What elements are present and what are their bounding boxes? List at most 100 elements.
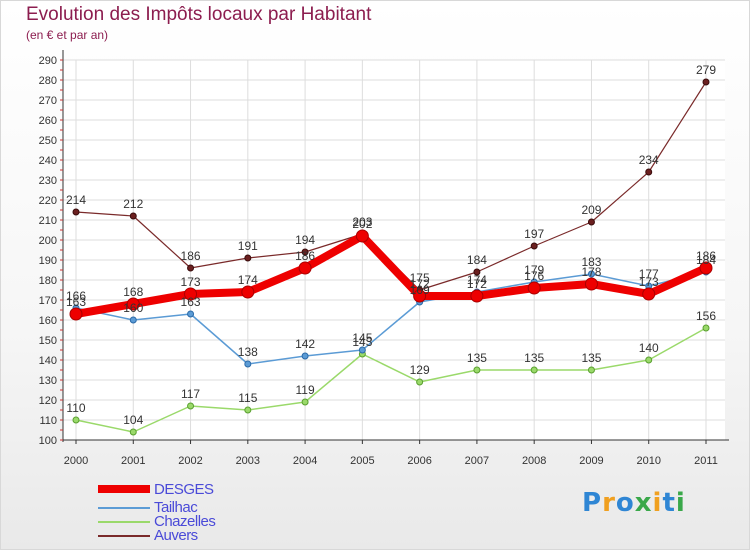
data-label-tailhac: 177	[639, 267, 659, 281]
data-label-desges: 174	[238, 273, 258, 287]
data-point-chazelles	[187, 402, 195, 410]
data-point-auvers	[72, 208, 80, 216]
data-label-desges: 202	[352, 217, 372, 231]
data-point-chazelles	[530, 366, 538, 374]
data-label-auvers: 279	[696, 63, 716, 77]
data-label-auvers: 197	[524, 227, 544, 241]
legend-label-desges: DESGES	[154, 481, 214, 498]
x-tick-label: 2007	[465, 455, 489, 467]
legend-label-auvers: Auvers	[154, 527, 198, 544]
data-label-chazelles: 119	[296, 383, 315, 397]
data-label-auvers: 194	[295, 233, 315, 247]
y-tick-label: 190	[39, 255, 57, 267]
data-label-tailhac: 184	[696, 253, 716, 267]
plot-area	[63, 60, 725, 440]
x-tick-label: 2011	[694, 455, 718, 467]
logo-letter: P	[582, 488, 603, 518]
legend-label-chazelles: Chazelles	[154, 513, 216, 530]
data-label-tailhac: 138	[238, 345, 258, 359]
data-label-chazelles: 135	[581, 351, 601, 365]
data-label-chazelles: 135	[524, 351, 544, 365]
data-label-chazelles: 156	[696, 309, 716, 323]
y-tick-label: 260	[39, 115, 57, 127]
data-point-desges	[298, 261, 312, 275]
data-label-chazelles: 104	[123, 413, 143, 427]
y-tick-label: 220	[39, 195, 57, 207]
data-label-tailhac: 160	[123, 301, 143, 315]
y-tick-label: 120	[39, 395, 57, 407]
x-tick-label: 2009	[579, 455, 603, 467]
data-point-chazelles	[72, 416, 80, 424]
data-label-desges: 163	[66, 295, 86, 309]
y-tick-label: 130	[39, 375, 57, 387]
data-point-auvers	[587, 218, 595, 226]
y-tick-label: 240	[39, 155, 57, 167]
chart-subtitle: (en € et par an)	[26, 28, 109, 42]
data-label-auvers: 212	[123, 197, 143, 211]
y-tick-label: 200	[39, 235, 57, 247]
data-point-tailhac	[358, 346, 366, 354]
y-tick-label: 150	[39, 335, 57, 347]
legend-label-tailhac: Tailhac	[154, 499, 198, 516]
data-point-chazelles	[702, 324, 710, 332]
data-label-tailhac: 179	[524, 263, 544, 277]
data-label-auvers: 186	[181, 249, 201, 263]
data-point-desges	[699, 261, 713, 275]
data-point-desges	[527, 281, 541, 295]
chart-title: Evolution des Impôts locaux par Habitant	[26, 4, 372, 25]
legend-swatch-desges	[98, 485, 150, 493]
data-label-chazelles: 140	[639, 341, 659, 355]
data-label-tailhac: 145	[352, 331, 372, 345]
y-tick-label: 210	[39, 215, 57, 227]
y-tick-label: 170	[39, 295, 57, 307]
data-label-desges: 176	[524, 269, 544, 283]
data-label-desges: 168	[123, 285, 143, 299]
proxiti-logo: Proxiti	[582, 488, 686, 518]
y-tick-label: 100	[39, 435, 57, 447]
data-label-tailhac: 163	[181, 295, 201, 309]
data-point-tailhac	[187, 310, 195, 318]
series-line-tailhac	[75, 271, 707, 365]
logo-letter: t	[662, 488, 676, 518]
data-point-chazelles	[129, 428, 137, 436]
data-point-chazelles	[645, 356, 653, 364]
series-line-chazelles	[75, 327, 707, 433]
data-point-desges	[69, 307, 83, 321]
y-tick-label: 290	[39, 55, 57, 67]
data-point-desges	[241, 285, 255, 299]
data-label-tailhac: 166	[66, 289, 86, 303]
data-point-desges	[184, 287, 198, 301]
x-tick-label: 2010	[636, 455, 660, 467]
data-label-tailhac: 169	[410, 283, 430, 297]
x-tick-label: 2006	[407, 455, 431, 467]
data-point-auvers	[244, 254, 252, 262]
y-tick-label: 280	[39, 75, 57, 87]
y-tick-label: 140	[39, 355, 57, 367]
logo-letter: r	[602, 488, 616, 518]
data-label-tailhac: 174	[467, 273, 487, 287]
data-point-desges	[413, 289, 427, 303]
data-point-tailhac	[301, 352, 309, 360]
logo-letter: i	[675, 488, 686, 518]
y-tick-label: 110	[39, 415, 57, 427]
data-label-desges: 186	[295, 249, 315, 263]
data-label-desges: 186	[696, 249, 716, 263]
y-tick-label: 270	[39, 95, 57, 107]
data-label-chazelles: 135	[467, 351, 487, 365]
data-point-desges	[584, 277, 598, 291]
data-label-auvers: 203	[352, 215, 372, 229]
data-label-auvers: 234	[639, 153, 659, 167]
y-tick-label: 160	[39, 315, 57, 327]
data-label-tailhac: 183	[581, 255, 601, 269]
data-label-desges: 173	[639, 275, 659, 289]
data-point-chazelles	[473, 366, 481, 374]
x-tick-label: 2002	[178, 455, 202, 467]
logo-letter: i	[652, 488, 663, 518]
x-tick-label: 2005	[350, 455, 374, 467]
data-label-chazelles: 117	[181, 387, 200, 401]
data-label-chazelles: 129	[410, 363, 430, 377]
data-label-auvers: 184	[467, 253, 487, 267]
x-tick-label: 2000	[64, 455, 88, 467]
x-tick-label: 2008	[522, 455, 546, 467]
